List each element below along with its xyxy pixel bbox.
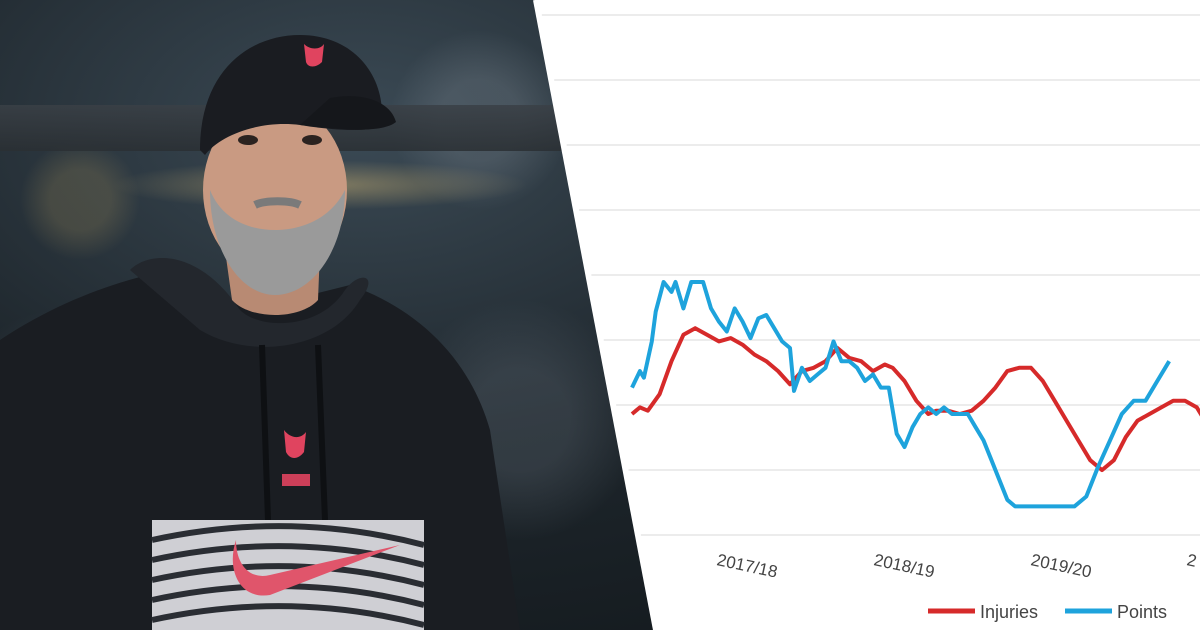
- x-axis-tick-labels: 2017/18 2018/19 2019/20 2: [715, 550, 1198, 581]
- x-tick-label: 2019/20: [1029, 550, 1093, 581]
- series-line-points: [630, 280, 1171, 509]
- chest-print: [151, 520, 425, 630]
- x-tick-label: 2017/18: [715, 550, 779, 581]
- series-line-injuries: [630, 326, 1200, 473]
- legend-label-injuries: Injuries: [980, 602, 1038, 622]
- legend-label-points: Points: [1117, 602, 1167, 622]
- chart-legend: Injuries Points: [928, 602, 1167, 622]
- liverpool-crest-icon: [282, 430, 310, 486]
- swoosh-logo-icon: [232, 540, 400, 596]
- x-tick-label: 2018/19: [872, 550, 936, 581]
- chart-series: [630, 280, 1200, 509]
- cap-crest-icon: [304, 44, 324, 67]
- x-tick-label: 2: [1185, 550, 1198, 571]
- manager-figure: [0, 35, 520, 630]
